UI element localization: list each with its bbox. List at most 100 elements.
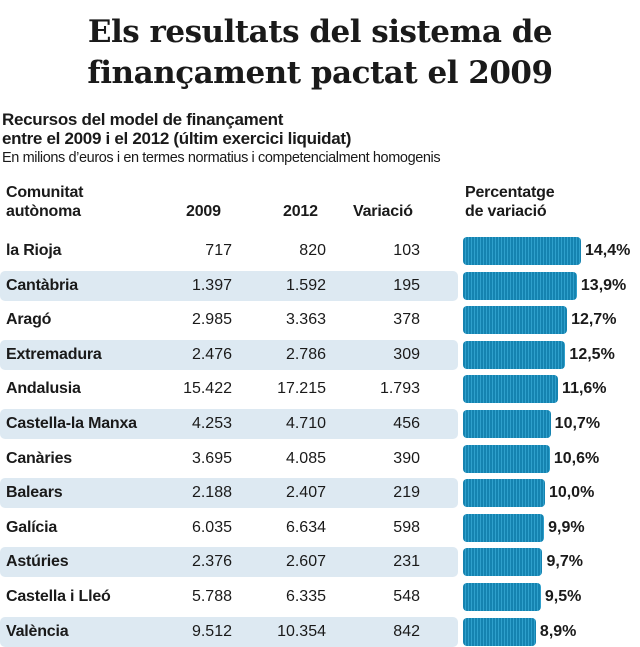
table-row: València 9.512 10.354 842 8,9% [0, 616, 640, 647]
value-2009: 2.985 [191, 311, 232, 329]
value-2009: 9.512 [191, 622, 232, 640]
value-2012: 4.710 [285, 415, 326, 432]
value-2009: 717 [205, 242, 232, 259]
table-row: Astúries 2.376 2.607 231 9,7% [0, 547, 640, 578]
percentage-label: 10,7% [554, 415, 601, 432]
table-row: Balears 2.188 2.407 219 10,0% [0, 478, 640, 509]
row-background [0, 339, 458, 370]
header-percentage: Percentatge de variació [465, 183, 555, 221]
percentage-label: 14,4% [585, 242, 631, 259]
table-row: Extremadura 2.476 2.786 309 12,5% [0, 339, 640, 370]
value-2009: 2.476 [191, 345, 232, 363]
value-2009: 5.788 [191, 588, 232, 605]
percentage-bar [463, 583, 541, 611]
region-name: Extremadura [6, 345, 102, 363]
header-region-line-1: Comunitat [6, 184, 84, 201]
table-row: la Rioja 717 820 103 14,4% [0, 236, 640, 266]
table-row: Castella i Lleó 5.788 6.335 548 9,5% [0, 582, 640, 612]
percentage-bar [463, 617, 536, 646]
value-variation: 309 [393, 345, 420, 363]
region-name: Cantàbria [6, 276, 78, 294]
header-region: Comunitat autònoma [6, 183, 84, 221]
table-row: Aragó 2.985 3.363 378 12,7% [0, 305, 640, 335]
region-name: Andalusia [6, 380, 81, 398]
value-2012: 3.363 [285, 311, 326, 329]
value-2012: 17.215 [277, 380, 326, 398]
percentage-label: 9,7% [546, 553, 583, 571]
percentage-bar [463, 513, 545, 542]
value-2009: 2.376 [191, 553, 232, 571]
value-2012: 10.354 [277, 622, 326, 640]
header-pct-line-2: de variació [465, 203, 547, 220]
region-name: Balears [6, 484, 63, 502]
value-variation: 842 [393, 622, 420, 640]
header-region-line-2: autònoma [6, 203, 81, 220]
region-name: Castella i Lleó [6, 588, 111, 605]
percentage-label: 13,9% [580, 276, 627, 294]
percentage-label: 10,6% [553, 449, 600, 467]
percentage-bar [463, 444, 550, 473]
row-background [0, 409, 458, 439]
title-line-1: Els resultats del sistema de [87, 14, 553, 50]
percentage-bar [463, 410, 551, 438]
value-variation: 231 [393, 553, 420, 571]
percentage-label: 9,9% [548, 518, 585, 536]
page-title: Els resultats del sistema de finançament… [0, 12, 640, 94]
value-2009: 15.422 [183, 380, 232, 398]
value-variation: 1.793 [379, 380, 420, 398]
table-row: Canàries 3.695 4.085 390 10,6% [0, 444, 640, 474]
value-2012: 2.407 [285, 484, 326, 502]
subtitle-line-2: entre el 2009 i el 2012 (últim exercici … [2, 129, 352, 148]
percentage-label: 8,9% [539, 622, 577, 640]
header-pct-line-1: Percentatge [465, 184, 555, 201]
header-2009: 2009 [186, 203, 221, 220]
value-2012: 1.592 [285, 276, 326, 294]
value-2012: 2.607 [285, 553, 326, 571]
table-row: Castella-la Manxa 4.253 4.710 456 10,7% [0, 409, 640, 439]
percentage-label: 11,6% [562, 380, 607, 398]
percentage-bar [463, 479, 545, 508]
region-name: València [6, 622, 69, 640]
value-variation: 378 [393, 311, 420, 329]
row-background [0, 478, 458, 509]
region-name: Canàries [6, 449, 72, 467]
table-row: Galícia 6.035 6.634 598 9,9% [0, 513, 640, 543]
row-background [0, 270, 458, 301]
table-row: Andalusia 15.422 17.215 1.793 11,6% [0, 374, 640, 404]
value-2009: 6.035 [191, 518, 232, 536]
value-variation: 195 [393, 276, 420, 294]
value-2012: 4.085 [285, 449, 326, 467]
region-name: la Rioja [6, 242, 62, 259]
percentage-label: 10,0% [548, 484, 595, 502]
region-name: Galícia [6, 518, 58, 536]
value-2009: 2.188 [191, 484, 232, 502]
row-background [0, 547, 458, 578]
value-variation: 390 [393, 449, 420, 467]
percentage-bar [463, 306, 568, 335]
region-name: Aragó [6, 311, 52, 329]
header-variation: Variació [353, 203, 413, 220]
units-note: En milions d’euros i en termes normatius… [2, 150, 441, 166]
value-variation: 103 [393, 242, 420, 259]
table-row: Cantàbria 1.397 1.592 195 13,9% [0, 270, 640, 301]
value-variation: 219 [393, 484, 420, 502]
percentage-label: 12,7% [571, 311, 617, 329]
percentage-bar [463, 340, 566, 369]
chart-subtitle: Recursos del model de finançament entre … [2, 110, 351, 148]
value-variation: 456 [393, 415, 420, 432]
header-2012: 2012 [283, 203, 318, 220]
percentage-bar [463, 237, 581, 265]
value-2009: 4.253 [191, 415, 232, 432]
subtitle-line-1: Recursos del model de finançament [2, 110, 284, 129]
value-variation: 548 [393, 588, 420, 605]
percentage-label: 9,5% [544, 588, 582, 605]
percentage-bar [463, 548, 543, 577]
title-line-2: finançament pactat el 2009 [87, 55, 553, 91]
value-2009: 3.695 [191, 449, 232, 467]
region-name: Astúries [6, 553, 69, 571]
value-2009: 1.397 [191, 276, 232, 294]
percentage-bar [463, 375, 559, 404]
region-name: Castella-la Manxa [6, 415, 137, 432]
value-2012: 6.335 [285, 588, 326, 605]
value-2012: 2.786 [285, 345, 326, 363]
